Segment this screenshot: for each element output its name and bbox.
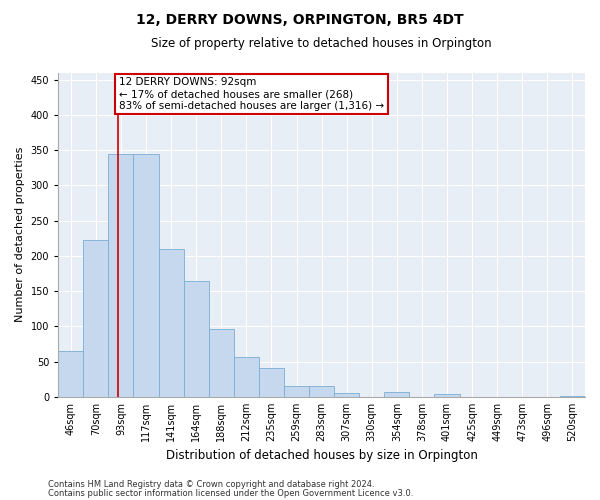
Bar	[209, 328, 234, 397]
Text: Contains public sector information licensed under the Open Government Licence v3: Contains public sector information licen…	[48, 488, 413, 498]
Y-axis label: Number of detached properties: Number of detached properties	[15, 147, 25, 322]
Bar	[109, 154, 133, 397]
Bar	[284, 386, 309, 397]
X-axis label: Distribution of detached houses by size in Orpington: Distribution of detached houses by size …	[166, 450, 478, 462]
Text: Contains HM Land Registry data © Crown copyright and database right 2024.: Contains HM Land Registry data © Crown c…	[48, 480, 374, 489]
Bar	[334, 392, 359, 397]
Bar	[385, 392, 409, 397]
Bar	[434, 394, 460, 397]
Bar	[133, 154, 158, 397]
Bar	[560, 396, 585, 397]
Bar	[184, 280, 209, 397]
Bar	[58, 351, 83, 397]
Bar	[309, 386, 334, 397]
Title: Size of property relative to detached houses in Orpington: Size of property relative to detached ho…	[151, 38, 492, 51]
Bar	[83, 240, 109, 397]
Bar	[234, 356, 259, 397]
Text: 12 DERRY DOWNS: 92sqm
← 17% of detached houses are smaller (268)
83% of semi-det: 12 DERRY DOWNS: 92sqm ← 17% of detached …	[119, 78, 384, 110]
Bar	[259, 368, 284, 397]
Text: 12, DERRY DOWNS, ORPINGTON, BR5 4DT: 12, DERRY DOWNS, ORPINGTON, BR5 4DT	[136, 12, 464, 26]
Bar	[158, 249, 184, 397]
